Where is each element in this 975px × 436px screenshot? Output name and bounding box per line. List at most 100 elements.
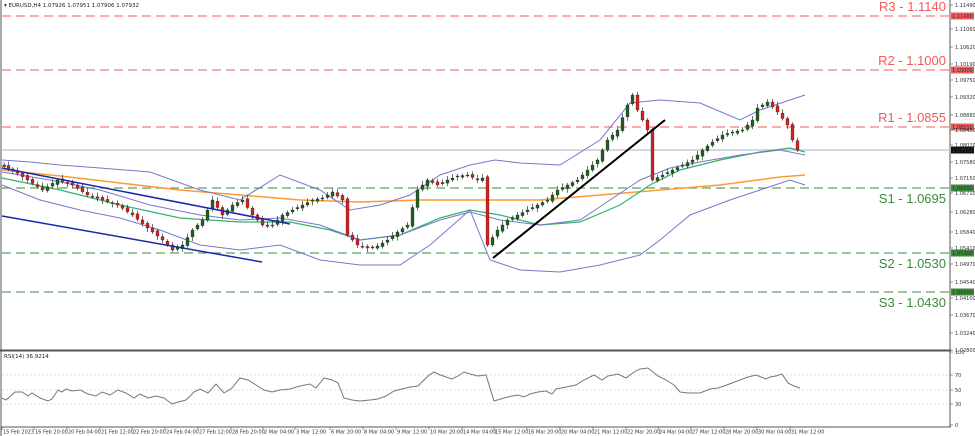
candle-body[interactable]	[555, 189, 560, 196]
candle-body[interactable]	[685, 162, 690, 167]
candle-body[interactable]	[535, 204, 540, 209]
candle-body[interactable]	[525, 209, 530, 213]
candle-body[interactable]	[150, 227, 155, 233]
candle-body[interactable]	[280, 214, 285, 222]
candle-body[interactable]	[585, 169, 590, 176]
candle-body[interactable]	[200, 219, 205, 226]
candle-body[interactable]	[30, 179, 35, 184]
candle-body[interactable]	[145, 222, 150, 229]
candle-body[interactable]	[260, 218, 265, 226]
candle-body[interactable]	[715, 138, 720, 141]
candle-body[interactable]	[545, 199, 550, 202]
candle-body[interactable]	[355, 238, 360, 246]
candle-body[interactable]	[520, 212, 525, 216]
candle-body[interactable]	[25, 175, 30, 181]
candle-body[interactable]	[295, 207, 300, 209]
candle-body[interactable]	[760, 104, 765, 107]
candle-body[interactable]	[300, 204, 305, 209]
candle-body[interactable]	[720, 134, 725, 140]
candle-body[interactable]	[660, 174, 665, 178]
candle-body[interactable]	[790, 124, 795, 141]
rsi-pane[interactable]	[1, 367, 950, 405]
candle-body[interactable]	[155, 230, 160, 237]
candle-body[interactable]	[515, 214, 520, 219]
candle-body[interactable]	[705, 145, 710, 151]
candle-body[interactable]	[270, 224, 275, 227]
candle-body[interactable]	[6, 165, 11, 169]
candle-body[interactable]	[375, 245, 380, 249]
candle-body[interactable]	[785, 118, 790, 126]
dropdown-triangle-icon[interactable]: ▾	[4, 3, 7, 9]
candle-body[interactable]	[750, 119, 755, 127]
candle-body[interactable]	[235, 202, 240, 206]
candle-body[interactable]	[80, 186, 85, 192]
candle-body[interactable]	[330, 191, 335, 197]
candle-body[interactable]	[305, 202, 310, 206]
candle-body[interactable]	[115, 203, 120, 206]
candle-body[interactable]	[505, 219, 510, 226]
candle-body[interactable]	[635, 94, 640, 111]
candle-body[interactable]	[125, 207, 130, 212]
candle-body[interactable]	[230, 204, 235, 212]
candle-body[interactable]	[40, 186, 45, 191]
candle-body[interactable]	[580, 174, 585, 179]
candle-body[interactable]	[395, 231, 400, 237]
candle-body[interactable]	[670, 169, 675, 174]
candle-body[interactable]	[70, 182, 75, 186]
candle-body[interactable]	[45, 186, 50, 191]
candle-body[interactable]	[735, 130, 740, 134]
candle-body[interactable]	[310, 199, 315, 202]
candle-body[interactable]	[590, 164, 595, 171]
candle-body[interactable]	[205, 209, 210, 221]
price-pane[interactable]: R3 - 1.1140 R2 - 1.1000 R1 - 1.0855 S1 - 1.…	[1, 0, 950, 310]
candle-body[interactable]	[215, 201, 220, 208]
candle-body[interactable]	[650, 129, 655, 181]
candle-body[interactable]	[290, 209, 295, 213]
candle-body[interactable]	[460, 175, 465, 178]
candle-body[interactable]	[105, 199, 110, 202]
candle-body[interactable]	[560, 187, 565, 190]
candle-body[interactable]	[85, 192, 90, 196]
candle-body[interactable]	[510, 217, 515, 220]
candle-body[interactable]	[500, 224, 505, 232]
candle-body[interactable]	[620, 117, 625, 131]
candle-body[interactable]	[445, 179, 450, 184]
candle-body[interactable]	[710, 141, 715, 146]
candle-body[interactable]	[240, 199, 245, 203]
candle-body[interactable]	[325, 194, 330, 198]
candle-body[interactable]	[75, 184, 80, 189]
candle-body[interactable]	[565, 184, 570, 189]
candle-body[interactable]	[745, 124, 750, 130]
candle-body[interactable]	[595, 159, 600, 164]
candle-body[interactable]	[365, 246, 370, 249]
candle-body[interactable]	[610, 134, 615, 140]
candle-body[interactable]	[600, 149, 605, 162]
candle-body[interactable]	[65, 182, 70, 184]
candle-body[interactable]	[730, 131, 735, 134]
candle-body[interactable]	[250, 207, 255, 216]
candle-body[interactable]	[640, 111, 645, 121]
candle-body[interactable]	[285, 212, 290, 216]
candle-body[interactable]	[740, 129, 745, 132]
candle-body[interactable]	[765, 101, 770, 106]
candle-body[interactable]	[335, 192, 340, 197]
candle-body[interactable]	[370, 246, 375, 249]
candle-body[interactable]	[110, 202, 115, 205]
candle-body[interactable]	[495, 229, 500, 237]
candle-body[interactable]	[490, 237, 495, 246]
candle-body[interactable]	[780, 113, 785, 119]
candle-body[interactable]	[405, 224, 410, 228]
candle-body[interactable]	[530, 207, 535, 209]
candle-body[interactable]	[665, 172, 670, 174]
candle-body[interactable]	[140, 219, 145, 224]
candle-body[interactable]	[625, 104, 630, 118]
candle-body[interactable]	[400, 228, 405, 233]
candle-body[interactable]	[390, 235, 395, 239]
candle-body[interactable]	[605, 139, 610, 151]
uptrend-line[interactable]	[492, 119, 666, 259]
candle-body[interactable]	[120, 205, 125, 209]
candle-body[interactable]	[190, 229, 195, 238]
candle-body[interactable]	[770, 101, 775, 108]
candle-body[interactable]	[655, 177, 660, 181]
